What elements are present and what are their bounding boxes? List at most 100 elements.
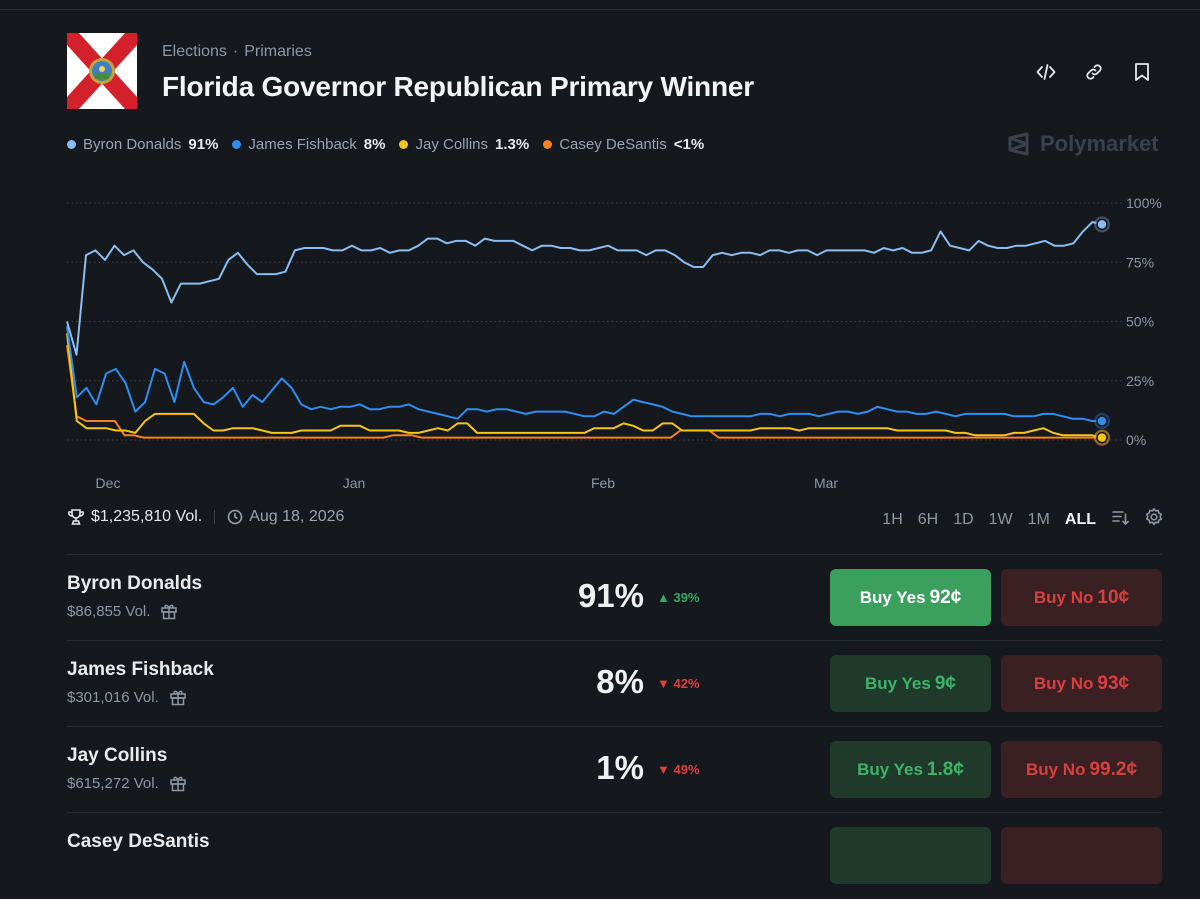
- buy-no-price: 99.2¢: [1089, 758, 1138, 780]
- outcome-probability: 91%: [577, 577, 644, 614]
- chart-legend: Byron Donalds 91% James Fishback 8% Jay …: [67, 136, 704, 153]
- legend-item-casey-desantis: Casey DeSantis <1%: [543, 136, 704, 153]
- range-1d[interactable]: 1D: [953, 510, 974, 528]
- buy-yes-price: 92¢: [929, 586, 962, 608]
- outcome-change: ▼ 49%: [657, 762, 700, 777]
- x-tick-label: Jan: [343, 475, 366, 491]
- buy-no-button[interactable]: [1001, 827, 1162, 884]
- outcome-name[interactable]: James Fishback: [67, 659, 214, 680]
- outcome-change: ▼ 42%: [657, 676, 700, 691]
- outcome-volume: $301,016 Vol.: [67, 688, 187, 706]
- series-endpoints: [1094, 216, 1110, 446]
- gift-icon[interactable]: [169, 688, 187, 706]
- header-actions: [1036, 60, 1152, 84]
- buy-no-label: Buy No: [1033, 673, 1094, 693]
- x-tick-label: Dec: [96, 475, 121, 491]
- time-range-selector: 1H 6H 1D 1W 1M ALL: [882, 507, 1164, 532]
- sort-icon[interactable]: [1111, 508, 1129, 531]
- florida-flag-icon: [67, 33, 137, 109]
- link-icon[interactable]: [1084, 60, 1104, 84]
- range-1h[interactable]: 1H: [882, 510, 903, 528]
- legend-item-jay-collins: Jay Collins 1.3%: [399, 136, 529, 153]
- breadcrumb-primaries[interactable]: Primaries: [244, 43, 312, 60]
- buy-yes-price: 1.8¢: [926, 758, 964, 780]
- outcome-volume: $86,855 Vol.: [67, 602, 178, 620]
- outcome-probability: 1%: [596, 749, 644, 786]
- buy-yes-button[interactable]: Buy Yes 9¢: [830, 655, 991, 712]
- end-date: Aug 18, 2026: [227, 508, 344, 526]
- outcome-row: Byron Donalds $86,855 Vol. 91% ▲ 39% Buy…: [67, 554, 1162, 641]
- range-6h[interactable]: 6H: [917, 510, 939, 528]
- endpoint-dot: [1096, 415, 1108, 427]
- buy-yes-label: Buy Yes: [859, 587, 926, 607]
- range-all[interactable]: ALL: [1064, 510, 1096, 528]
- gift-icon[interactable]: [169, 774, 187, 792]
- buy-no-price: 10¢: [1097, 586, 1130, 608]
- breadcrumb-elections[interactable]: Elections: [162, 43, 227, 60]
- buy-yes-button[interactable]: Buy Yes 92¢: [830, 569, 991, 626]
- buy-no-label: Buy No: [1033, 587, 1094, 607]
- buy-no-button[interactable]: Buy No 99.2¢: [1001, 741, 1162, 798]
- series-line: [66, 333, 1103, 439]
- settings-gear-icon[interactable]: [1144, 507, 1164, 532]
- series-line: [66, 345, 1102, 439]
- page-title: Florida Governor Republican Primary Winn…: [162, 71, 754, 102]
- outcome-volume-label: $615,272 Vol.: [67, 774, 159, 792]
- buy-no-button[interactable]: Buy No 93¢: [1001, 655, 1162, 712]
- embed-code-icon[interactable]: [1036, 60, 1056, 84]
- buy-yes-button[interactable]: [830, 827, 991, 884]
- y-axis-labels: 100% 75% 50% 25% 0%: [1126, 195, 1162, 448]
- outcome-name[interactable]: Casey DeSantis: [67, 831, 210, 852]
- series-line: [66, 221, 1103, 356]
- legend-swatch: [232, 140, 242, 149]
- gift-icon[interactable]: [160, 602, 178, 620]
- outcome-row: James Fishback $301,016 Vol. 8% ▼ 42% Bu…: [67, 640, 1162, 727]
- buy-no-button[interactable]: Buy No 10¢: [1001, 569, 1162, 626]
- legend-item-james-fishback: James Fishback 8%: [232, 136, 385, 153]
- polymarket-logo: Polymarket: [1006, 131, 1159, 157]
- market-meta: $1,235,810 Vol. Aug 18, 2026: [67, 508, 344, 526]
- bookmark-icon[interactable]: [1132, 60, 1152, 84]
- trophy-icon: [68, 509, 84, 525]
- x-tick-label: Feb: [591, 475, 615, 491]
- outcome-volume-label: $86,855 Vol.: [67, 602, 151, 620]
- triangle-up-icon: ▲: [657, 590, 670, 605]
- outcome-name[interactable]: Byron Donalds: [67, 573, 203, 594]
- x-axis-labels: Dec Jan Feb Mar: [96, 475, 839, 491]
- triangle-down-icon: ▼: [657, 676, 670, 691]
- range-1w[interactable]: 1W: [988, 510, 1013, 528]
- outcome-volume: $615,272 Vol.: [67, 774, 187, 792]
- legend-name: James Fishback: [248, 136, 357, 153]
- total-volume: $1,235,810 Vol.: [67, 508, 202, 526]
- outcome-change-value: 39%: [673, 590, 700, 605]
- outcome-volume-label: $301,016 Vol.: [67, 688, 159, 706]
- price-history-chart[interactable]: 100% 75% 50% 25% 0% Dec Jan Feb Mar: [0, 180, 1200, 500]
- polymarket-logo-icon: [1008, 132, 1029, 156]
- outcome-change-value: 49%: [673, 762, 700, 777]
- legend-swatch: [399, 140, 409, 149]
- legend-name: Jay Collins: [415, 136, 489, 153]
- legend-pct: 1.3%: [495, 136, 530, 153]
- outcome-row: Jay Collins $615,272 Vol. 1% ▼ 49% Buy Y…: [67, 726, 1162, 813]
- endpoint-dot: [1096, 431, 1108, 444]
- legend-name: Casey DeSantis: [559, 136, 667, 153]
- y-tick-label: 50%: [1126, 314, 1154, 330]
- series-lines: [66, 221, 1103, 439]
- outcome-name[interactable]: Jay Collins: [67, 745, 168, 766]
- top-divider: [0, 9, 1200, 10]
- x-tick-label: Mar: [814, 475, 838, 491]
- legend-swatch: [543, 140, 553, 149]
- outcome-change-value: 42%: [673, 676, 700, 691]
- y-tick-label: 100%: [1126, 195, 1162, 211]
- buy-yes-label: Buy Yes: [857, 759, 923, 779]
- clock-icon: [227, 509, 243, 525]
- range-1m[interactable]: 1M: [1027, 510, 1050, 528]
- buy-yes-label: Buy Yes: [865, 673, 931, 693]
- outcome-row: Casey DeSantis: [67, 812, 1162, 899]
- chart-gridlines: [67, 202, 1122, 441]
- legend-pct: 8%: [363, 136, 386, 153]
- buy-yes-button[interactable]: Buy Yes 1.8¢: [830, 741, 991, 798]
- legend-pct: 91%: [188, 136, 219, 153]
- end-date-label: Aug 18, 2026: [249, 508, 345, 525]
- legend-name: Byron Donalds: [83, 136, 182, 153]
